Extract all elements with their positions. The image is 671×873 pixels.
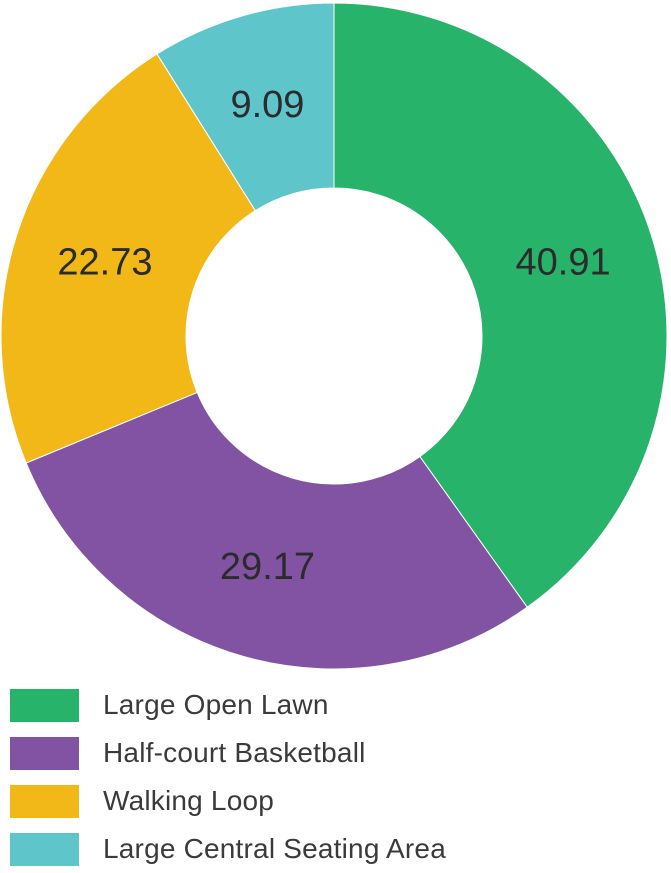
legend-label: Large Central Seating Area [103,833,446,864]
slice-walking-loop [0,53,257,464]
legend-item-large-open-lawn: Large Open Lawn [10,681,660,729]
legend-label: Walking Loop [103,785,275,816]
slice-half-court-basketball [25,391,528,670]
donut-chart: 40.91 29.17 22.73 9.09 [0,2,668,670]
legend-swatch-half-court-basketball [10,736,79,770]
slice-large-central-seating-area [156,2,335,212]
slice-value-label: 22.73 [57,242,152,284]
legend: Large Open Lawn Half-court Basketball Wa… [10,681,660,873]
slice-large-open-lawn [333,2,668,608]
slice-value-label: 29.17 [220,546,315,588]
legend-label: Half-court Basketball [103,737,366,768]
legend-swatch-large-open-lawn [10,688,79,722]
legend-swatch-walking-loop [10,784,79,818]
legend-label: Large Open Lawn [103,689,329,720]
legend-item-large-central-seating-area: Large Central Seating Area [10,825,660,873]
slice-value-label: 40.91 [516,242,611,284]
legend-item-walking-loop: Walking Loop [10,777,660,825]
legend-swatch-large-central-seating-area [10,832,79,866]
slice-value-label: 9.09 [230,84,304,126]
legend-item-half-court-basketball: Half-court Basketball [10,729,660,777]
